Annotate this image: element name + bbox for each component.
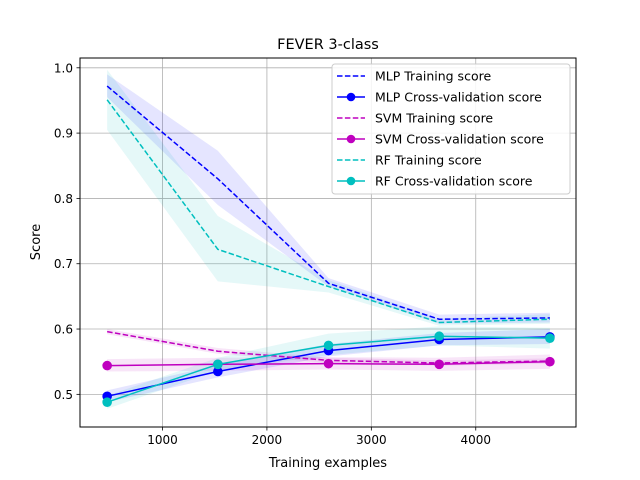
y-tick-label: 0.5 bbox=[54, 388, 73, 402]
svm-cross-validation-score-point bbox=[434, 359, 445, 370]
x-tick-label: 3000 bbox=[356, 433, 387, 447]
y-tick-label: 0.9 bbox=[54, 127, 73, 141]
rf-cross-validation-score-point bbox=[323, 340, 334, 351]
rf-cross-validation-score-point bbox=[434, 331, 445, 342]
y-tick-label: 0.8 bbox=[54, 192, 73, 206]
legend-marker-svm-cross-validation-score bbox=[346, 134, 356, 144]
plot-frame bbox=[79, 57, 577, 428]
rf-cross-validation-score-point bbox=[545, 333, 555, 343]
mlp-cross-validation-score-band bbox=[107, 329, 550, 403]
legend-label-mlp-training-score: MLP Training score bbox=[375, 69, 491, 84]
axis-ticks: 1000 2000 3000 4000 0.5 0.6 0.7 0.8 0.9 1.0 bbox=[54, 61, 491, 447]
y-tick-label: 0.7 bbox=[54, 257, 73, 271]
x-tick-label: 4000 bbox=[460, 433, 491, 447]
x-tick-label: 1000 bbox=[147, 433, 178, 447]
y-tick-label: 0.6 bbox=[54, 323, 73, 337]
y-tick-label: 1.0 bbox=[54, 61, 73, 75]
chart-title: FEVER 3-class bbox=[277, 37, 379, 53]
series-markers bbox=[102, 331, 555, 407]
legend-box bbox=[331, 63, 571, 195]
legend-label-svm-cross-validation-score: SVM Cross-validation score bbox=[375, 132, 544, 147]
svm-cross-validation-score-point bbox=[545, 356, 555, 367]
rf-training-score-band bbox=[107, 69, 550, 326]
legend-marker-rf-cross-validation-score bbox=[346, 176, 356, 186]
rf-cross-validation-score-point bbox=[213, 359, 223, 370]
legend-label-rf-training-score: RF Training score bbox=[375, 153, 482, 168]
legend-marker-mlp-cross-validation-score bbox=[346, 92, 356, 102]
svm-cross-validation-score-point bbox=[323, 358, 334, 369]
rf-cross-validation-score-point bbox=[102, 397, 112, 407]
rf-training-score-line bbox=[106, 99, 550, 324]
y-axis-title: Score bbox=[29, 224, 44, 260]
mlp-training-score-line bbox=[106, 85, 550, 320]
legend-label-mlp-cross-validation-score: MLP Cross-validation score bbox=[375, 90, 542, 105]
legend-label-svm-training-score: SVM Training score bbox=[375, 111, 493, 126]
legend-label-rf-cross-validation-score: RF Cross-validation score bbox=[375, 174, 533, 189]
svm-cross-validation-score-point bbox=[102, 360, 112, 371]
x-axis-title: Training examples bbox=[268, 456, 387, 471]
x-tick-label: 2000 bbox=[252, 433, 283, 447]
legend: MLP Training score MLP Cross-validation s… bbox=[331, 63, 571, 195]
